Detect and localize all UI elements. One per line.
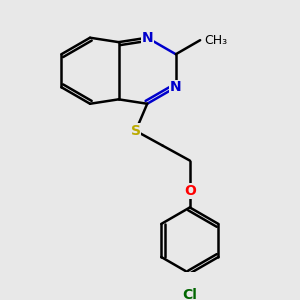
Text: S: S bbox=[131, 124, 141, 138]
Text: Cl: Cl bbox=[182, 288, 197, 300]
Text: O: O bbox=[184, 184, 196, 198]
Text: N: N bbox=[141, 31, 153, 45]
Text: CH₃: CH₃ bbox=[204, 34, 227, 47]
Text: N: N bbox=[170, 80, 182, 94]
